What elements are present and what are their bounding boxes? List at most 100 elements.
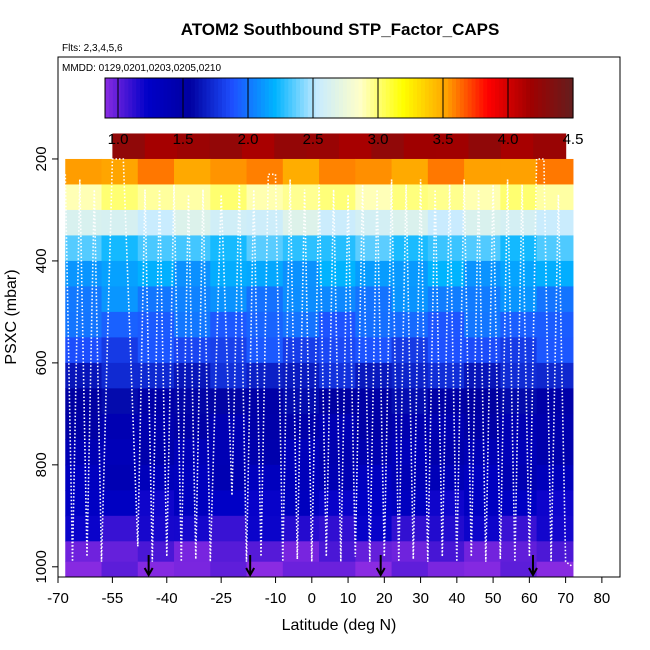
- colorbar-swatch: [222, 78, 227, 118]
- heatmap-cell: [403, 133, 437, 160]
- x-tick-label: 70: [557, 590, 574, 607]
- colorbar-swatch: [378, 78, 383, 118]
- heatmap-cell: [282, 286, 320, 313]
- heatmap-cell: [137, 490, 175, 517]
- colorbar-swatch: [171, 78, 176, 118]
- heatmap-cell: [536, 337, 574, 364]
- heatmap-cell: [500, 388, 538, 415]
- heatmap-cell: [282, 561, 320, 578]
- heatmap-cell: [246, 388, 284, 415]
- heatmap-cell: [464, 158, 501, 185]
- colorbar-swatch: [202, 78, 207, 118]
- heatmap-cell: [137, 209, 175, 236]
- heatmap-cell: [101, 490, 139, 517]
- colorbar-swatch: [420, 78, 426, 118]
- colorbar-swatch: [179, 78, 184, 118]
- heatmap-cell: [137, 541, 175, 563]
- x-tick-label: -25: [210, 590, 232, 607]
- x-tick-label: 80: [594, 590, 611, 607]
- heatmap-cell: [391, 209, 429, 236]
- colorbar-swatch: [198, 78, 204, 118]
- heatmap-cell: [246, 209, 284, 236]
- colorbar-swatch: [424, 78, 430, 118]
- heatmap-cell: [246, 561, 284, 578]
- y-tick-label: 200: [33, 146, 50, 171]
- heatmap-cell: [500, 413, 538, 440]
- colorbar-swatch: [155, 78, 161, 118]
- heatmap-cell: [391, 439, 429, 466]
- heatmap-cell: [355, 158, 393, 185]
- heatmap-cells: [65, 133, 574, 578]
- heatmap-cell: [500, 133, 534, 160]
- heatmap-cell: [319, 158, 356, 185]
- colorbar-swatch: [569, 78, 574, 118]
- heatmap-cell: [174, 235, 211, 262]
- heatmap-cell: [464, 311, 501, 338]
- colorbar-swatch: [136, 78, 141, 118]
- colorbar-swatch: [112, 78, 118, 118]
- colorbar-swatch: [530, 78, 535, 118]
- colorbar-swatch: [288, 78, 293, 118]
- heatmap-cell: [210, 286, 248, 313]
- heatmap-cell: [319, 260, 356, 287]
- colorbar-tick-label: 3.0: [368, 131, 389, 148]
- heatmap-cell: [65, 209, 103, 236]
- heatmap-cell: [536, 439, 574, 466]
- colorbar-swatch: [163, 78, 168, 118]
- colorbar-swatch: [280, 78, 285, 118]
- heatmap-cell: [464, 561, 501, 578]
- colorbar-swatch: [545, 78, 551, 118]
- colorbar-swatch: [120, 78, 126, 118]
- colorbar-swatch: [167, 78, 172, 118]
- colorbar-swatch: [553, 78, 558, 118]
- colorbar-swatch: [225, 78, 231, 118]
- heatmap-cell: [319, 235, 356, 262]
- heatmap-cell: [536, 541, 574, 563]
- colorbar-swatch: [561, 78, 566, 118]
- heatmap-cell: [282, 541, 320, 563]
- heatmap-cell: [210, 413, 248, 440]
- colorbar-swatch: [467, 78, 473, 118]
- heatmap-cell: [355, 286, 393, 313]
- heatmap-cell: [210, 209, 248, 236]
- heatmap-cell: [137, 184, 175, 211]
- heatmap-cell: [65, 515, 103, 542]
- heatmap-cell: [427, 515, 465, 542]
- colorbar-swatch: [381, 78, 387, 118]
- heatmap-cell: [101, 362, 139, 389]
- y-tick-label: 600: [33, 350, 50, 375]
- heatmap-cell: [137, 286, 175, 313]
- colorbar-swatch: [253, 78, 258, 118]
- colorbar-swatch: [385, 78, 391, 118]
- colorbar-ticks: 1.0 1.5 2.0 2.5 3.0 3.5 4.0 4.5: [108, 78, 583, 148]
- colorbar-swatch: [233, 78, 239, 118]
- heatmap-cell: [391, 388, 429, 415]
- heatmap-cell: [306, 133, 340, 160]
- heatmap-cell: [144, 133, 178, 160]
- x-tick-label: 20: [376, 590, 393, 607]
- heatmap-cell: [536, 235, 574, 262]
- heatmap-cell: [319, 184, 356, 211]
- heatmap-cell: [174, 209, 211, 236]
- heatmap-cell: [210, 561, 248, 578]
- descent-arrows: [143, 555, 538, 578]
- heatmap-cell: [427, 561, 465, 578]
- heatmap-cell: [282, 209, 320, 236]
- heatmap-cell: [246, 464, 284, 491]
- heatmap-cell: [500, 286, 538, 313]
- heatmap-cell: [468, 133, 502, 160]
- heatmap-cell: [536, 490, 574, 517]
- descent-arrow: [375, 555, 386, 578]
- colorbar-swatch: [331, 78, 336, 118]
- colorbar-tick-label: 3.5: [433, 131, 454, 148]
- heatmap-cell: [427, 209, 465, 236]
- heatmap-cell: [246, 439, 284, 466]
- colorbar-swatch: [350, 78, 356, 118]
- colorbar-swatch: [459, 78, 465, 118]
- heatmap-cell: [101, 561, 139, 578]
- colorbar-swatch: [264, 78, 270, 118]
- colorbar-swatch: [268, 78, 274, 118]
- descent-arrow: [528, 555, 538, 578]
- colorbar-swatch: [413, 78, 418, 118]
- x-tick-label: 0: [308, 590, 316, 607]
